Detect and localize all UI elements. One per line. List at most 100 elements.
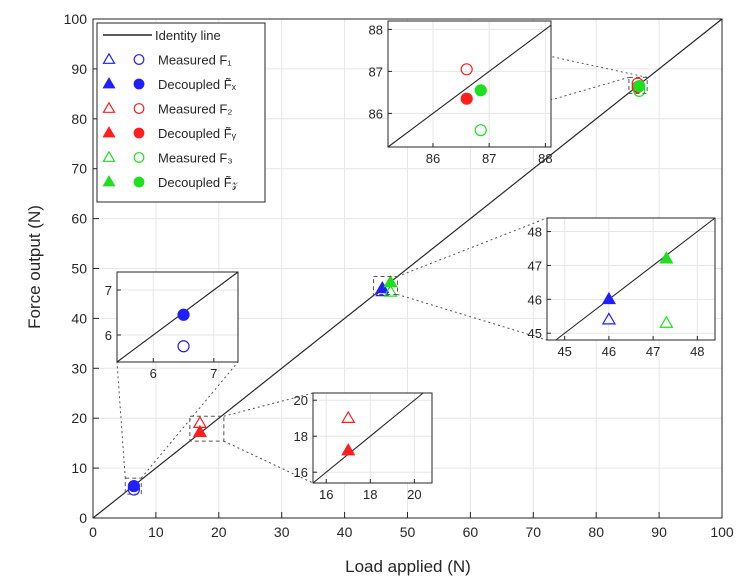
legend-item: Identity line xyxy=(103,28,221,43)
data-point-red-filled-circle xyxy=(133,127,145,139)
inset-y-tick-label: 47 xyxy=(528,258,542,273)
data-point-green-open-circle xyxy=(474,124,487,137)
data-point-blue-open-circle xyxy=(177,340,190,353)
inset-2: 16 18 20 16 18 20 xyxy=(189,392,433,502)
y-tick-label: 10 xyxy=(71,460,87,476)
inset-1: 6 7 6 7 xyxy=(105,271,239,495)
inset-x-tick-label: 20 xyxy=(407,487,421,502)
legend-item: Decoupled F̃ₓ xyxy=(102,77,237,92)
data-point-red-filled-triangle xyxy=(192,424,208,437)
inset-x-tick-label: 88 xyxy=(538,151,552,166)
y-tick-label: 80 xyxy=(71,111,87,127)
inset-identity-line xyxy=(116,271,239,363)
x-tick-label: 90 xyxy=(651,524,667,540)
zoom-connector xyxy=(223,392,314,417)
x-tick-label: 10 xyxy=(148,524,164,540)
data-point-blue-filled-triangle xyxy=(375,280,390,294)
inset-x-tick-label: 46 xyxy=(602,344,616,359)
inset-x-tick-label: 47 xyxy=(646,344,660,359)
y-tick-label: 70 xyxy=(71,161,87,177)
inset-y-tick-label: 86 xyxy=(369,106,383,121)
inset-y-tick-label: 7 xyxy=(105,283,112,298)
inset-y-tick-label: 20 xyxy=(294,393,308,408)
data-point-blue-filled-circle xyxy=(177,308,190,321)
inset-y-tick-label: 46 xyxy=(528,292,542,307)
inset-x-tick-label: 86 xyxy=(426,151,440,166)
inset-area xyxy=(313,393,432,483)
inset-box xyxy=(546,217,716,341)
data-point-green-open-circle xyxy=(133,152,145,163)
data-points xyxy=(127,77,646,496)
zoom-connector xyxy=(397,293,548,341)
y-tick-label: 50 xyxy=(71,261,87,277)
data-point-red-filled-circle xyxy=(460,92,473,105)
inset-box xyxy=(387,20,552,148)
inset-y-tick-label: 45 xyxy=(528,326,542,341)
legend-label: Decoupled F̃𝓏 xyxy=(158,175,238,190)
data-point-red-filled-triangle xyxy=(341,443,356,456)
y-tick-label: 60 xyxy=(71,211,87,227)
inset-x-tick-label: 18 xyxy=(363,487,377,502)
legend-label: Decoupled F̃ₓ xyxy=(158,77,237,92)
zoom-box xyxy=(189,415,225,442)
inset-x-tick-label: 87 xyxy=(482,151,496,166)
data-point-blue-filled-triangle xyxy=(102,77,116,89)
data-point-green-open-triangle xyxy=(659,315,674,328)
inset-y-tick-label: 6 xyxy=(105,328,112,343)
y-tick-label: 30 xyxy=(71,360,87,376)
data-point-red-open-triangle xyxy=(341,410,356,423)
zoom-connector xyxy=(223,440,314,484)
data-point-red-open-circle xyxy=(460,63,473,76)
inset-3: 45 46 47 48 45 46 47 48 xyxy=(373,217,716,359)
data-point-blue-open-circle xyxy=(133,54,145,65)
inset-identity-line xyxy=(555,217,716,341)
data-point-green-filled-triangle xyxy=(659,251,674,264)
inset-y-tick-label: 48 xyxy=(528,225,542,240)
data-point-red-open-triangle xyxy=(102,101,116,113)
legend-label: Identity line xyxy=(155,28,221,43)
inset-area xyxy=(547,218,715,340)
inset-identity-line xyxy=(387,24,552,148)
inset-x-tick-label: 6 xyxy=(150,366,157,381)
inset-area xyxy=(388,21,551,147)
x-tick-label: 100 xyxy=(710,524,734,540)
legend-label: Measured F₃ xyxy=(158,151,233,166)
data-point-blue-filled-circle xyxy=(127,479,140,493)
inset-x-tick-label: 48 xyxy=(690,344,704,359)
inset-x-tick-label: 7 xyxy=(210,366,217,381)
x-axis-label: Load applied (N) xyxy=(345,557,471,576)
y-tick-label: 100 xyxy=(64,11,88,27)
x-tick-label: 30 xyxy=(274,524,290,540)
data-point-blue-open-triangle xyxy=(601,312,616,325)
legend-box xyxy=(96,22,266,203)
data-point-green-filled-triangle xyxy=(102,175,116,187)
inset-x-tick-label: 16 xyxy=(319,487,333,502)
legend-item: Measured F₂ xyxy=(102,101,232,117)
legend-label: Decoupled F̃ᵧ xyxy=(158,126,237,141)
data-point-green-filled-triangle xyxy=(383,275,398,288)
inset-box xyxy=(116,271,239,363)
zoom-box xyxy=(124,477,142,495)
data-point-green-filled-circle xyxy=(633,80,646,93)
zoom-connector xyxy=(397,217,548,277)
zoom-box xyxy=(628,76,648,94)
data-point-blue-filled-triangle xyxy=(601,291,616,305)
data-point-green-open-triangle xyxy=(102,150,116,162)
inset-y-tick-label: 87 xyxy=(369,64,383,79)
zoom-connector xyxy=(116,361,126,479)
x-tick-label: 70 xyxy=(526,524,542,540)
y-axis-label: Force output (N) xyxy=(25,205,44,329)
y-tick-label: 40 xyxy=(71,310,87,326)
y-tick-label: 90 xyxy=(71,61,87,77)
inset-4: 86 87 88 86 87 88 xyxy=(369,20,648,166)
inset-box xyxy=(312,392,433,484)
y-tick-label: 20 xyxy=(71,410,87,426)
data-point-red-open-circle xyxy=(133,103,145,114)
x-tick-label: 50 xyxy=(400,524,416,540)
legend-item: Decoupled F̃ᵧ xyxy=(102,126,237,141)
inset-y-tick-label: 16 xyxy=(294,465,308,480)
y-tick-label: 0 xyxy=(79,510,87,526)
x-tick-label: 60 xyxy=(463,524,479,540)
data-point-blue-open-triangle xyxy=(102,52,116,64)
